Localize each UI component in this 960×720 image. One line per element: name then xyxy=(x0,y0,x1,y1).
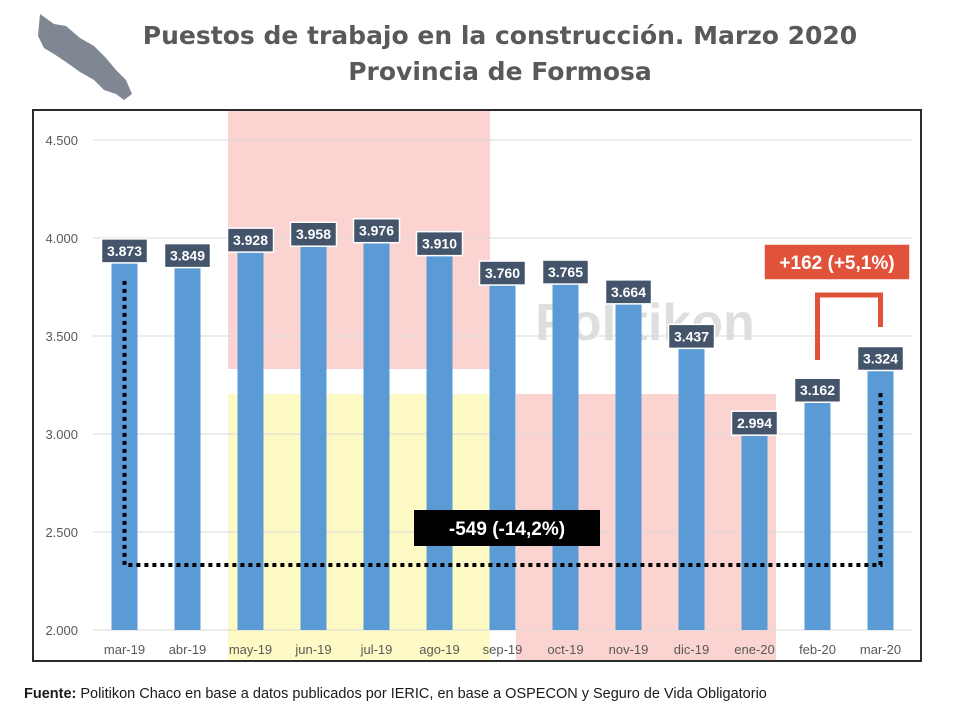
bar xyxy=(300,246,327,630)
data-label-box xyxy=(415,230,464,257)
formosa-map-icon xyxy=(38,14,132,100)
x-tick-label: feb-20 xyxy=(799,642,836,657)
y-tick-label: 2.500 xyxy=(45,525,78,540)
data-label-box xyxy=(163,242,212,269)
y-tick-label: 3.500 xyxy=(45,329,78,344)
x-tick-label: jun-19 xyxy=(294,642,331,657)
data-label: 3.958 xyxy=(296,226,331,242)
bar xyxy=(804,402,831,630)
x-tick-label: dic-19 xyxy=(674,642,709,657)
source-note: Fuente: Politikon Chaco en base a datos … xyxy=(24,686,767,702)
x-tick-label: sep-19 xyxy=(483,642,523,657)
title-line-2: Provincia de Formosa xyxy=(348,57,652,86)
data-label-box xyxy=(604,279,653,305)
data-label-box xyxy=(730,410,779,436)
x-tick-label: ago-19 xyxy=(419,642,459,657)
source-label: Fuente: xyxy=(24,686,77,702)
source-text: Politikon Chaco en base a datos publicad… xyxy=(76,686,767,702)
bar xyxy=(426,255,453,630)
data-label: 3.765 xyxy=(548,264,583,280)
data-label-box xyxy=(478,260,527,286)
x-tick-label: abr-19 xyxy=(169,642,207,657)
x-tick-label: nov-19 xyxy=(609,642,649,657)
decline-label-box xyxy=(414,510,600,546)
data-label: 3.928 xyxy=(233,232,268,248)
data-label: 3.162 xyxy=(800,382,835,398)
bar xyxy=(552,284,579,630)
y-tick-label: 3.000 xyxy=(45,427,78,442)
bar xyxy=(615,303,642,630)
data-label: 3.437 xyxy=(674,328,709,344)
bar xyxy=(678,348,705,630)
increase-label: +162 (+5,1%) xyxy=(779,253,894,274)
bar xyxy=(237,252,264,630)
chart-title: Puestos de trabajo en la construcción. M… xyxy=(100,18,900,90)
bar xyxy=(489,285,516,630)
data-label: 3.760 xyxy=(485,265,520,281)
x-tick-label: jul-19 xyxy=(360,642,393,657)
data-label: 3.976 xyxy=(359,223,394,239)
x-tick-label: may-19 xyxy=(229,642,272,657)
data-label-box xyxy=(541,259,590,285)
y-tick-label: 4.500 xyxy=(45,133,78,148)
data-label: 3.910 xyxy=(422,236,457,252)
data-label: 3.873 xyxy=(107,243,142,259)
x-tick-label: mar-19 xyxy=(104,642,145,657)
bar xyxy=(363,242,390,631)
data-label-box xyxy=(352,217,401,244)
data-label-box xyxy=(793,377,842,403)
data-label: 3.664 xyxy=(611,284,646,300)
data-label-box xyxy=(100,238,149,264)
data-label-box xyxy=(856,345,905,372)
title-line-1: Puestos de trabajo en la construcción. M… xyxy=(142,21,858,50)
increase-label-box xyxy=(763,243,911,281)
increase-bracket xyxy=(815,292,883,360)
data-label: 3.324 xyxy=(863,350,898,366)
y-tick-label: 2.000 xyxy=(45,623,78,638)
data-label-box xyxy=(289,221,338,247)
x-tick-label: ene-20 xyxy=(734,642,774,657)
y-tick-label: 4.000 xyxy=(45,231,78,246)
x-tick-label: mar-20 xyxy=(860,642,901,657)
data-label: 2.994 xyxy=(737,415,772,431)
data-label-box xyxy=(667,323,716,350)
x-tick-label: oct-19 xyxy=(547,642,583,657)
bar xyxy=(741,435,768,630)
data-label: 3.849 xyxy=(170,248,205,264)
bar xyxy=(174,267,201,630)
bar xyxy=(111,262,138,630)
data-label-box xyxy=(226,227,275,253)
decline-label: -549 (-14,2%) xyxy=(449,519,565,540)
